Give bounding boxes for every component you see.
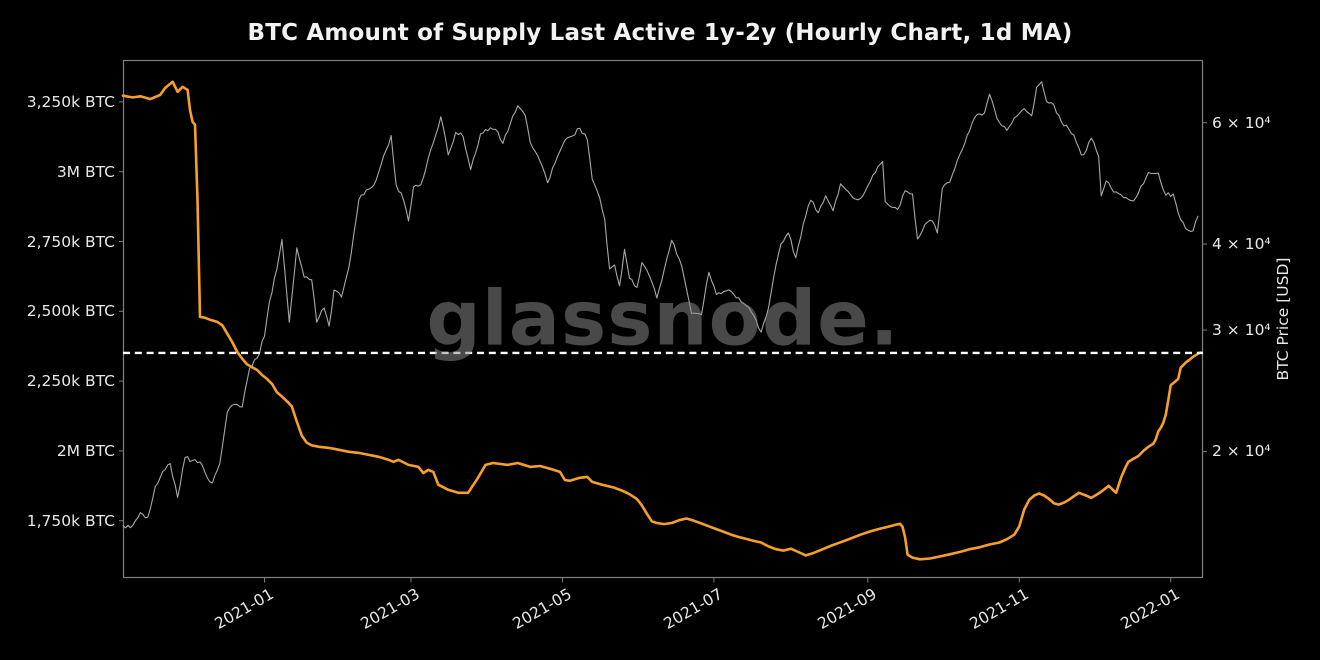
page-title: BTC Amount of Supply Last Active 1y-2y (… (247, 20, 1073, 46)
y-axis-left-tick-label: 2,250k BTC (26, 372, 115, 391)
y-axis-right-title: BTC Price [USD] (1274, 257, 1292, 381)
y-axis-right-tick-label: 4 × 10⁴ (1212, 235, 1271, 254)
y-axis-right-tick-label: 6 × 10⁴ (1212, 113, 1271, 132)
y-axis-right-tick-label: 2 × 10⁴ (1212, 442, 1271, 461)
y-axis-left-tick-label: 2M BTC (56, 441, 115, 460)
y-axis-left-tick-label: 2,750k BTC (26, 232, 115, 251)
y-axis-left-tick-label: 3M BTC (56, 162, 115, 181)
y-axis-left-tick-label: 2,500k BTC (26, 302, 115, 321)
y-axis-left-tick-label: 3,250k BTC (26, 92, 115, 111)
y-axis-left-tick-label: 1,750k BTC (26, 511, 115, 530)
y-axis-right-tick-label: 3 × 10⁴ (1212, 321, 1271, 340)
